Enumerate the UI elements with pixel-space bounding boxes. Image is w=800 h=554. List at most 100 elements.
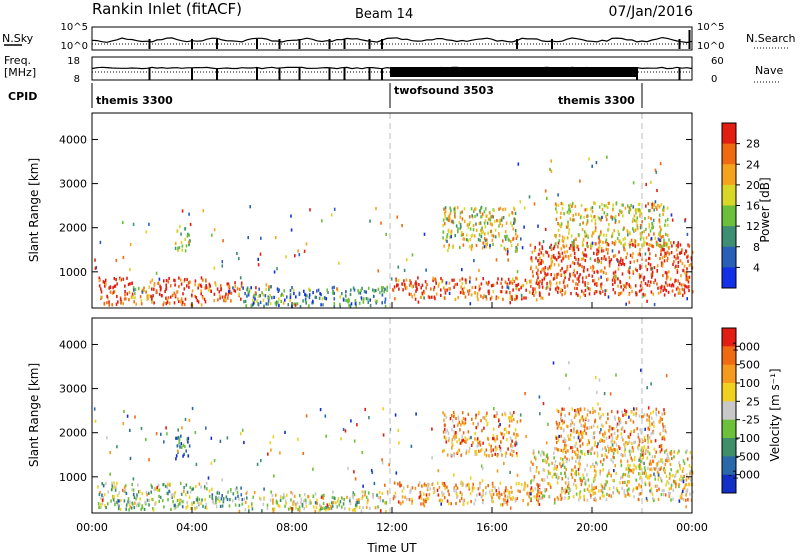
heatmap-cell <box>562 461 565 465</box>
heatmap-cell <box>595 290 598 294</box>
heatmap-cell <box>605 271 607 275</box>
heatmap-cell <box>474 214 476 218</box>
heatmap-cell <box>166 482 169 487</box>
heatmap-cell <box>586 241 588 245</box>
heatmap-cell <box>667 457 670 461</box>
heatmap-cell <box>244 508 247 512</box>
heatmap-cell <box>630 285 632 289</box>
heatmap-cell <box>630 238 633 242</box>
heatmap-cell <box>566 425 569 429</box>
heatmap-cell <box>684 484 686 488</box>
heatmap-cell <box>668 270 670 274</box>
heatmap-cell <box>565 489 568 493</box>
heatmap-cell <box>148 499 150 503</box>
heatmap-cell <box>142 288 144 292</box>
heatmap-cell <box>572 246 575 250</box>
heatmap-cell <box>157 483 160 487</box>
heatmap-cell <box>511 295 513 299</box>
heatmap-cell <box>577 261 579 265</box>
heatmap-cell <box>561 419 563 423</box>
heatmap-cell <box>361 286 363 290</box>
heatmap-cell <box>650 490 653 494</box>
heatmap-cell <box>579 455 582 459</box>
heatmap-cell <box>686 278 688 282</box>
heatmap-cell <box>555 436 558 440</box>
heatmap-cell <box>537 268 539 272</box>
heatmap-cell <box>563 465 566 469</box>
heatmap-cell <box>614 253 617 258</box>
heatmap-cell <box>565 467 567 472</box>
heatmap-cell <box>591 485 593 489</box>
heatmap-cell <box>625 283 627 287</box>
heatmap-cell <box>612 288 615 292</box>
heatmap-cell <box>505 221 508 225</box>
heatmap-cell <box>652 431 655 435</box>
heatmap-cell <box>669 474 672 478</box>
heatmap-cell <box>304 297 307 301</box>
heatmap-cell <box>226 436 229 440</box>
heatmap-cell <box>225 292 227 296</box>
heatmap-cell <box>458 448 460 452</box>
heatmap-cell <box>632 470 634 474</box>
heatmap-cell <box>557 477 559 481</box>
heatmap-cell <box>601 485 604 489</box>
heatmap-cell <box>647 406 650 410</box>
heatmap-cell <box>234 289 237 293</box>
heatmap-cell <box>491 481 494 485</box>
heatmap-cell <box>168 276 170 281</box>
heatmap-cell <box>498 224 500 228</box>
heatmap-cell <box>509 297 511 301</box>
heatmap-cell <box>599 496 601 500</box>
heatmap-cell <box>517 282 520 286</box>
heatmap-cell <box>647 445 649 449</box>
heatmap-cell <box>557 251 560 255</box>
heatmap-cell <box>580 203 583 208</box>
heatmap-cell <box>536 497 539 501</box>
heatmap-cell <box>478 449 480 453</box>
heatmap-cell <box>529 468 532 473</box>
heatmap-cell <box>178 443 180 447</box>
heatmap-cell <box>621 258 624 262</box>
heatmap-cell <box>380 221 382 225</box>
heatmap-cell <box>137 502 139 506</box>
heatmap-cell <box>624 480 626 484</box>
heatmap-cell <box>648 452 651 456</box>
heatmap-cell <box>284 430 286 434</box>
heatmap-cell <box>511 297 513 301</box>
heatmap-cell <box>319 503 321 507</box>
heatmap-cell <box>657 497 660 501</box>
heatmap-cell <box>546 285 549 289</box>
heatmap-cell <box>544 458 547 462</box>
heatmap-cell <box>591 243 593 248</box>
heatmap-cell <box>480 447 483 452</box>
heatmap-cell <box>431 427 433 431</box>
heatmap-cell <box>131 292 134 296</box>
heatmap-cell <box>644 252 647 256</box>
heatmap-cell <box>247 236 249 240</box>
heatmap-cell <box>480 464 483 468</box>
heatmap-cell <box>446 233 449 237</box>
heatmap-cell <box>505 235 507 239</box>
heatmap-cell <box>527 502 529 506</box>
heatmap-cell <box>577 408 579 412</box>
heatmap-cell <box>267 296 270 300</box>
heatmap-cell <box>622 227 625 232</box>
freq-label-1: Freq. <box>4 54 31 67</box>
heatmap-cell <box>441 490 443 495</box>
heatmap-cell <box>502 436 505 440</box>
heatmap-cell <box>230 299 232 303</box>
heatmap-cell <box>652 225 654 229</box>
heatmap-cell <box>480 282 483 286</box>
heatmap-cell <box>678 449 680 453</box>
heatmap-cell <box>677 451 679 455</box>
heatmap-cell <box>472 441 474 445</box>
heatmap-cell <box>154 502 156 506</box>
heatmap-cell <box>571 201 574 206</box>
heatmap-cell <box>632 487 635 491</box>
heatmap-cell <box>646 268 649 272</box>
heatmap-cell <box>222 497 225 501</box>
heatmap-cell <box>670 213 673 217</box>
heatmap-cell <box>138 490 140 494</box>
heatmap-cell <box>116 498 119 503</box>
heatmap-cell <box>580 483 583 487</box>
